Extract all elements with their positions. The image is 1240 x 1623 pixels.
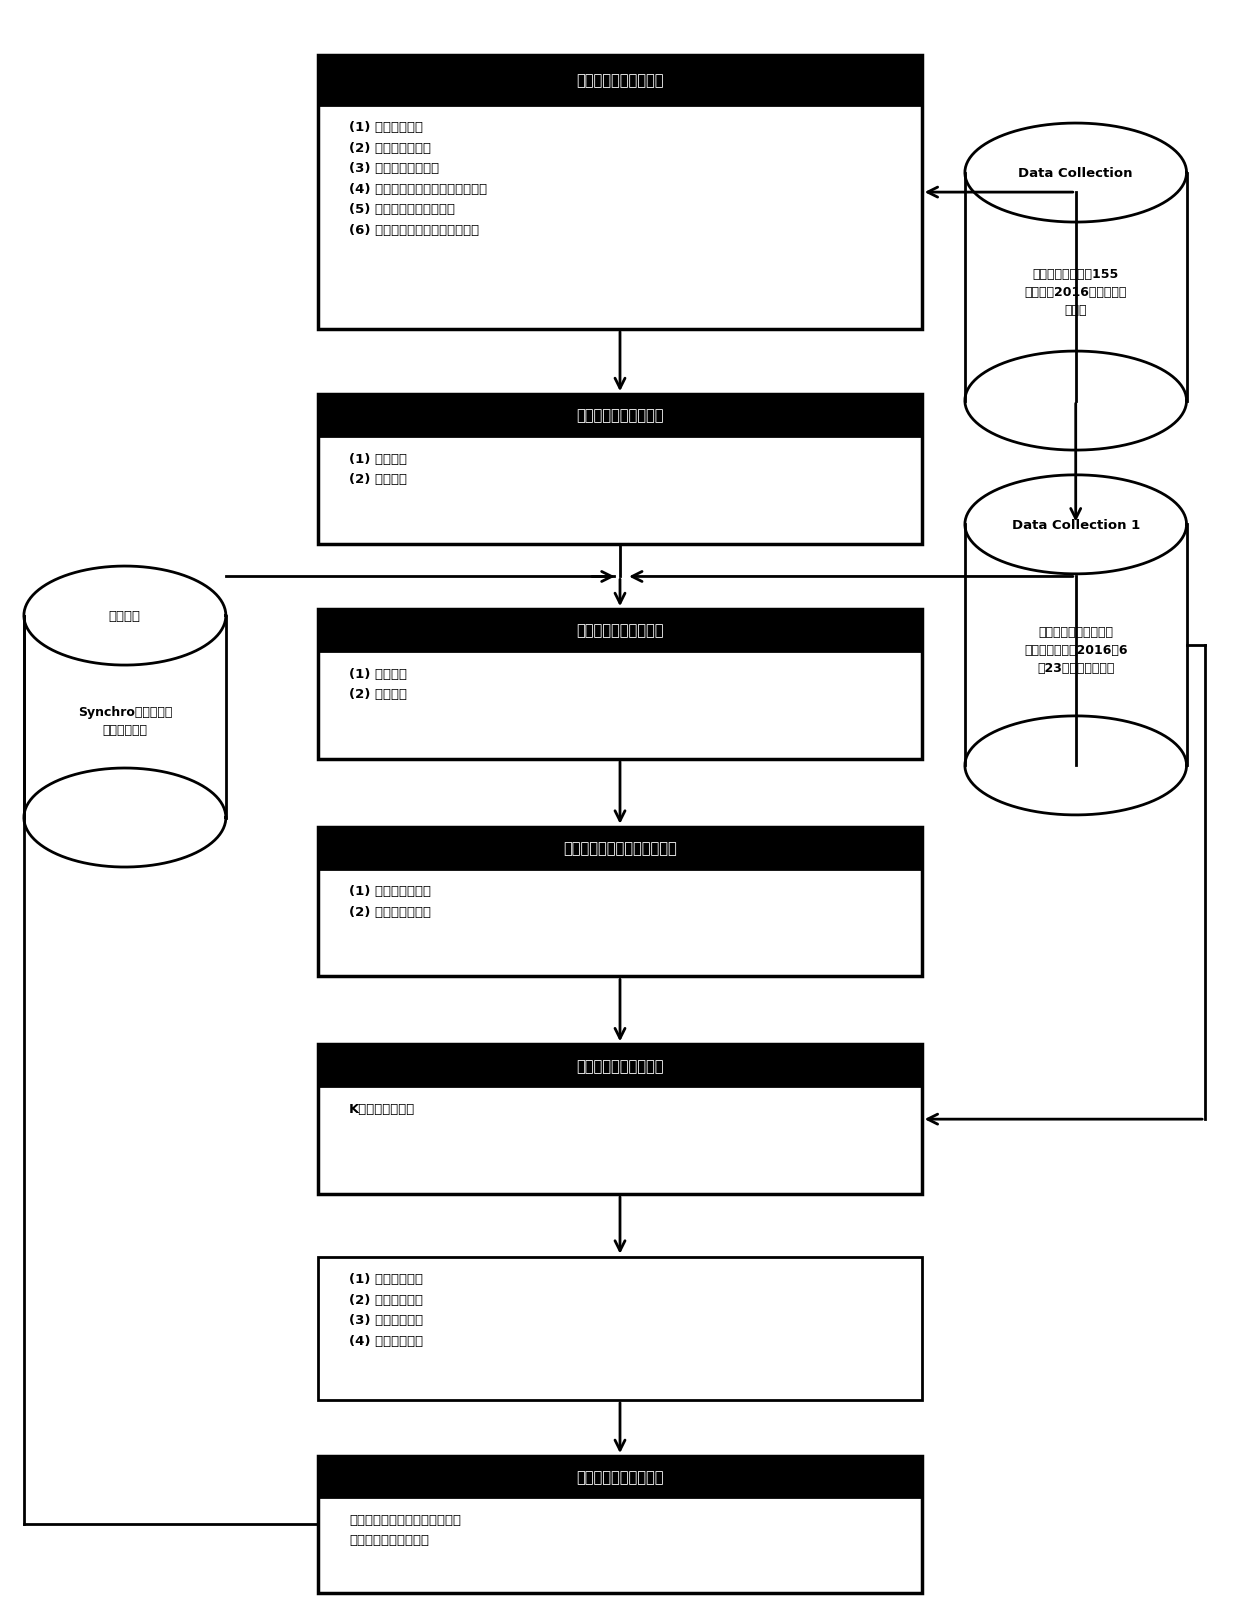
Bar bbox=[319, 57, 921, 105]
Bar bbox=[319, 1496, 921, 1592]
Text: (1) 数据输入源选取
(2) 创新五数概括法: (1) 数据输入源选取 (2) 创新五数概括法 bbox=[348, 885, 432, 919]
Text: (1) 测试方法
(2) 评价指标: (1) 测试方法 (2) 评价指标 bbox=[348, 667, 407, 701]
Text: 抽取越城区阳明北路与
人民东路交叉口2016年6
月23日全天交通流量: 抽取越城区阳明北路与 人民东路交叉口2016年6 月23日全天交通流量 bbox=[1024, 626, 1127, 675]
Bar bbox=[319, 394, 921, 437]
Text: (1) 驼峰型交叉口
(2) 常峰型交叉口
(3) 多峰型交叉口
(4) 其它型交叉口: (1) 驼峰型交叉口 (2) 常峰型交叉口 (3) 多峰型交叉口 (4) 其它型… bbox=[348, 1272, 423, 1347]
Text: 二阶优化（模型适应性分析）: 二阶优化（模型适应性分析） bbox=[563, 841, 677, 855]
Text: 一阶优化（算法设计）: 一阶优化（算法设计） bbox=[577, 409, 663, 424]
Bar bbox=[319, 1256, 921, 1401]
Text: 仿真平台: 仿真平台 bbox=[109, 610, 141, 623]
Bar bbox=[319, 1456, 921, 1496]
Bar bbox=[319, 1045, 921, 1195]
Text: Data Collection: Data Collection bbox=[1018, 167, 1133, 180]
Text: 二阶优化（算法设计）: 二阶优化（算法设计） bbox=[577, 1058, 663, 1073]
Bar bbox=[319, 1086, 921, 1195]
Bar bbox=[319, 1045, 921, 1086]
Polygon shape bbox=[965, 716, 1187, 815]
Text: 一阶优化（模型构建）: 一阶优化（模型构建） bbox=[577, 73, 663, 88]
Text: Synchro同一个系统
默认控制模型: Synchro同一个系统 默认控制模型 bbox=[78, 706, 172, 737]
Text: 二阶优化（仿真评价）: 二阶优化（仿真评价） bbox=[577, 1469, 663, 1483]
Bar bbox=[319, 610, 921, 760]
Text: (1) 算法流程
(2) 合并规则: (1) 算法流程 (2) 合并规则 bbox=[348, 453, 407, 485]
Bar bbox=[319, 105, 921, 329]
Polygon shape bbox=[24, 769, 226, 867]
Text: 一阶优化（仿真评价）: 一阶优化（仿真评价） bbox=[577, 623, 663, 638]
Text: K中心点聚类算法: K中心点聚类算法 bbox=[348, 1102, 415, 1115]
Bar bbox=[319, 828, 921, 868]
Polygon shape bbox=[965, 476, 1187, 575]
Bar bbox=[319, 828, 921, 977]
Polygon shape bbox=[965, 123, 1187, 222]
Bar bbox=[319, 394, 921, 545]
Text: (1) 模型变量定义
(2) 交通流总量计算
(3) 交通流总流向计算
(4) 与下一个冲突点的时间频度计算
(5) 三维向量坐标体系构建
(6) 相邻三维向量: (1) 模型变量定义 (2) 交通流总量计算 (3) 交通流总流向计算 (4) … bbox=[348, 122, 487, 237]
Polygon shape bbox=[24, 566, 226, 665]
Bar bbox=[319, 57, 921, 329]
Text: 中国绍兴市越城区155
个交叉口2016全年交通流
量数据: 中国绍兴市越城区155 个交叉口2016全年交通流 量数据 bbox=[1024, 268, 1127, 316]
Text: Data Collection 1: Data Collection 1 bbox=[1012, 518, 1140, 531]
Bar bbox=[319, 1456, 921, 1592]
Polygon shape bbox=[965, 352, 1187, 451]
Bar bbox=[319, 610, 921, 651]
Bar bbox=[319, 651, 921, 760]
Text: 与一阶优化测试方法，评价指标
以及测试数据完全相同: 与一阶优化测试方法，评价指标 以及测试数据完全相同 bbox=[348, 1513, 461, 1547]
Bar bbox=[319, 437, 921, 545]
Bar bbox=[319, 868, 921, 977]
